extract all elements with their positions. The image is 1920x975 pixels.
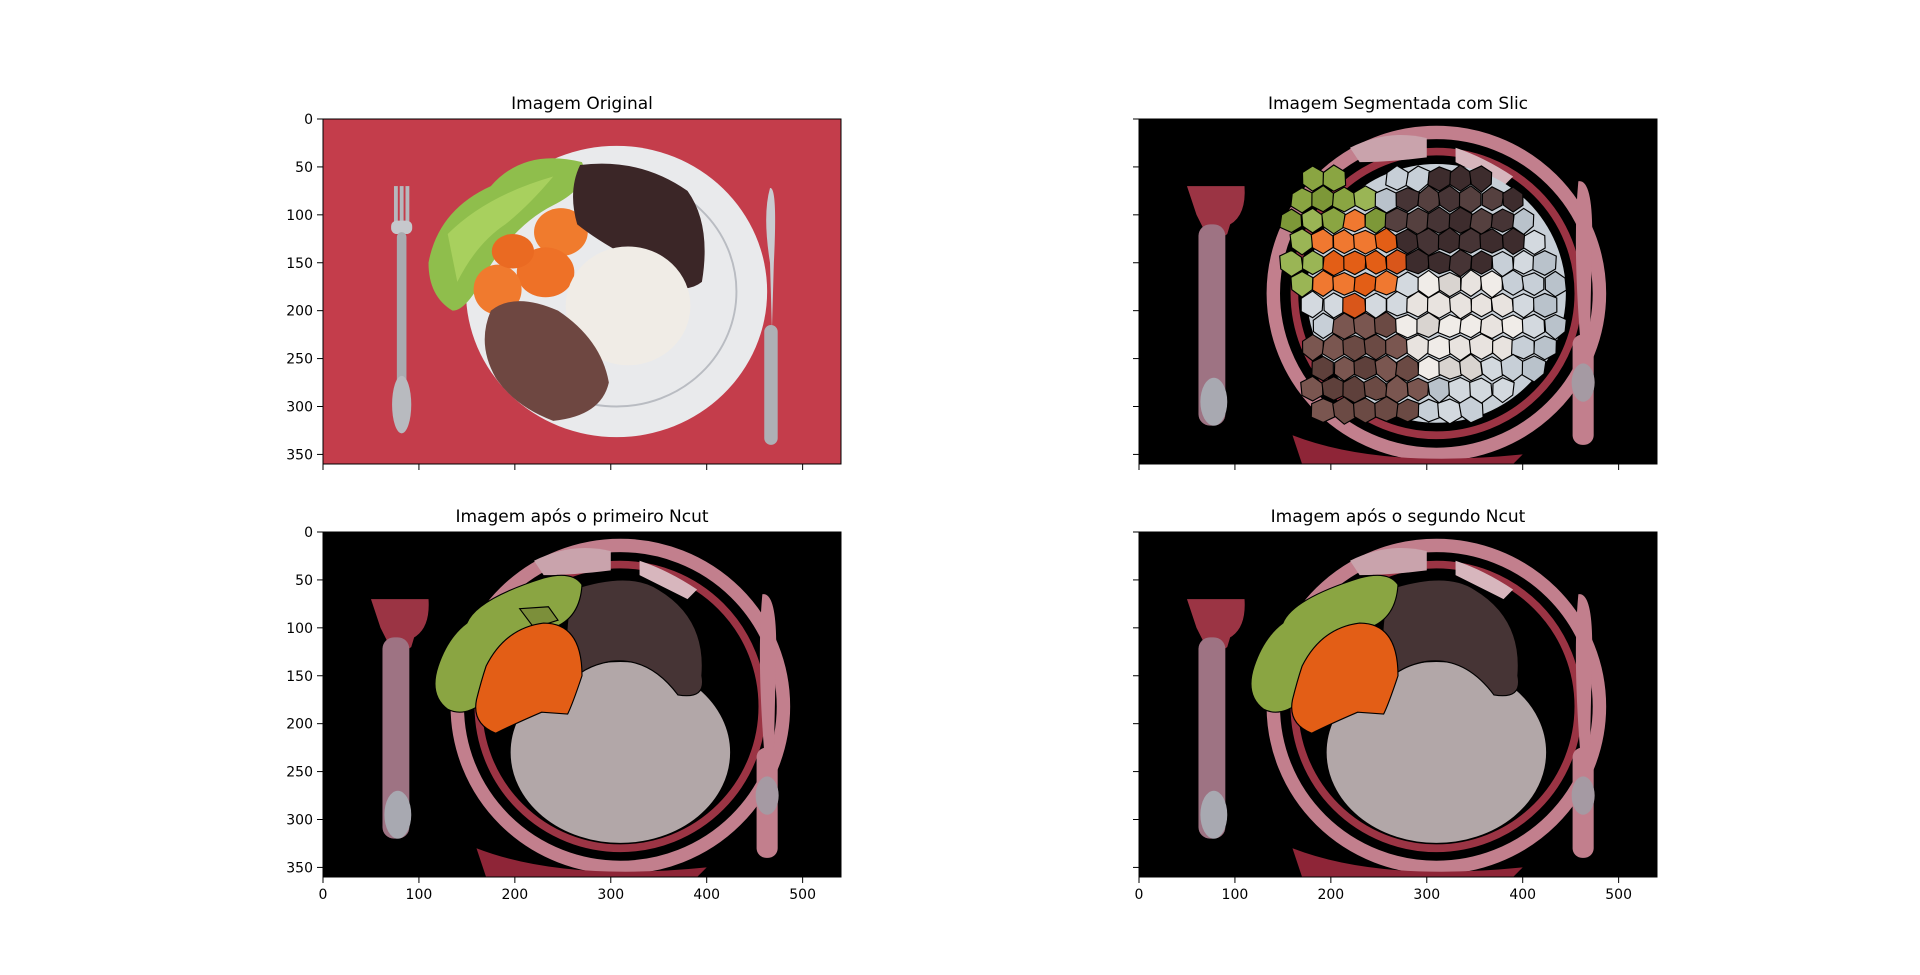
superpixel xyxy=(1533,335,1557,361)
superpixel xyxy=(1468,333,1495,361)
subplot-ncut2: Imagem após o segundo Ncut 0 100 200 300 400… xyxy=(1133,507,1658,903)
y-axis: 0 50 100 150 200 250 300 350 xyxy=(286,525,323,876)
superpixel xyxy=(1279,208,1303,234)
superpixel xyxy=(1416,311,1441,339)
x-tick-label: 400 xyxy=(693,887,720,903)
y-tick-label: 350 xyxy=(286,447,313,463)
superpixel xyxy=(1385,164,1409,191)
y-axis xyxy=(1133,118,1139,455)
superpixel xyxy=(1321,206,1346,235)
superpixel xyxy=(1521,355,1547,383)
y-tick-label: 300 xyxy=(286,813,313,829)
y-axis xyxy=(1133,531,1139,868)
superpixel xyxy=(1374,354,1400,383)
x-tick-label: 100 xyxy=(1222,887,1249,903)
subplot-original: Imagem Original 0 50 100 150 200 250 300 350 xyxy=(286,94,842,470)
x-tick-label: 500 xyxy=(789,887,816,903)
superpixel xyxy=(1458,395,1484,424)
x-tick-label: 0 xyxy=(1135,887,1144,903)
superpixel xyxy=(1492,377,1515,404)
superpixel xyxy=(1437,313,1463,338)
subplot-title: Imagem após o segundo Ncut xyxy=(1271,507,1526,527)
superpixel xyxy=(1502,186,1524,213)
y-tick-label: 250 xyxy=(286,765,313,781)
superpixel xyxy=(1321,376,1347,401)
superpixel xyxy=(1490,208,1515,233)
superpixel xyxy=(1417,398,1442,423)
axes-frame xyxy=(322,118,842,465)
x-axis: 0 100 200 300 400 500 xyxy=(1135,877,1632,903)
superpixel xyxy=(1364,249,1388,275)
y-tick-label: 100 xyxy=(286,621,313,637)
superpixel xyxy=(1532,292,1558,318)
superpixel xyxy=(1448,206,1474,234)
x-axis xyxy=(1138,464,1620,470)
y-tick-label: 150 xyxy=(286,669,313,685)
x-tick-label: 400 xyxy=(1509,887,1536,903)
x-tick-label: 500 xyxy=(1605,887,1632,903)
subplot-title: Imagem Original xyxy=(511,94,653,114)
x-tick-label: 200 xyxy=(501,887,528,903)
ncut1-segmentation-image xyxy=(323,532,841,877)
superpixel xyxy=(1300,290,1324,319)
y-tick-label: 200 xyxy=(286,717,313,733)
subplot-ncut1: Imagem após o primeiro Ncut 0 50 100 150 200… xyxy=(286,507,842,903)
slic-segmentation-image xyxy=(1139,119,1657,464)
superpixel xyxy=(1301,333,1324,362)
superpixel xyxy=(1448,248,1473,278)
y-tick-label: 0 xyxy=(304,525,313,541)
x-tick-label: 300 xyxy=(1413,887,1440,903)
superpixel xyxy=(1301,249,1324,276)
superpixel xyxy=(1544,270,1567,298)
x-axis: 0 100 200 300 400 500 xyxy=(319,877,816,903)
x-tick-label: 0 xyxy=(319,887,328,903)
y-tick-label: 250 xyxy=(286,352,313,368)
y-tick-label: 100 xyxy=(286,208,313,224)
superpixel xyxy=(1427,250,1452,275)
superpixel xyxy=(1374,395,1399,422)
x-tick-label: 100 xyxy=(406,887,433,903)
y-axis: 0 50 100 150 200 250 300 350 xyxy=(286,112,323,463)
subplot-title: Imagem Segmentada com Slic xyxy=(1268,94,1528,114)
ncut2-segmentation-image xyxy=(1139,532,1657,877)
subplot-slic: Imagem Segmentada com Slic xyxy=(1133,94,1658,470)
superpixel xyxy=(1521,313,1546,339)
original-photo-image xyxy=(323,119,841,464)
y-tick-label: 0 xyxy=(304,112,313,128)
subplot-title: Imagem após o primeiro Ncut xyxy=(455,507,708,527)
superpixel xyxy=(1437,271,1462,298)
superpixel xyxy=(1311,355,1334,382)
y-tick-label: 50 xyxy=(295,160,313,176)
superpixel xyxy=(1363,375,1389,401)
superpixel xyxy=(1468,165,1493,193)
y-tick-label: 200 xyxy=(286,304,313,320)
x-tick-label: 300 xyxy=(597,887,624,903)
superpixel xyxy=(1322,164,1347,192)
superpixel xyxy=(1394,354,1420,383)
x-tick-label: 200 xyxy=(1317,887,1344,903)
y-tick-label: 150 xyxy=(286,256,313,272)
superpixel xyxy=(1501,227,1526,256)
y-tick-label: 300 xyxy=(286,400,313,416)
y-tick-label: 350 xyxy=(286,860,313,876)
superpixel xyxy=(1532,250,1557,276)
y-tick-label: 50 xyxy=(295,573,313,589)
axes-frame xyxy=(322,531,842,878)
axes-frame xyxy=(1138,531,1658,878)
axes-frame xyxy=(1138,118,1658,465)
superpixel xyxy=(1523,229,1546,256)
superpixel xyxy=(1310,397,1336,424)
superpixel xyxy=(1521,272,1545,297)
superpixel xyxy=(1332,271,1357,296)
x-axis xyxy=(322,464,804,470)
superpixel xyxy=(1427,335,1452,360)
